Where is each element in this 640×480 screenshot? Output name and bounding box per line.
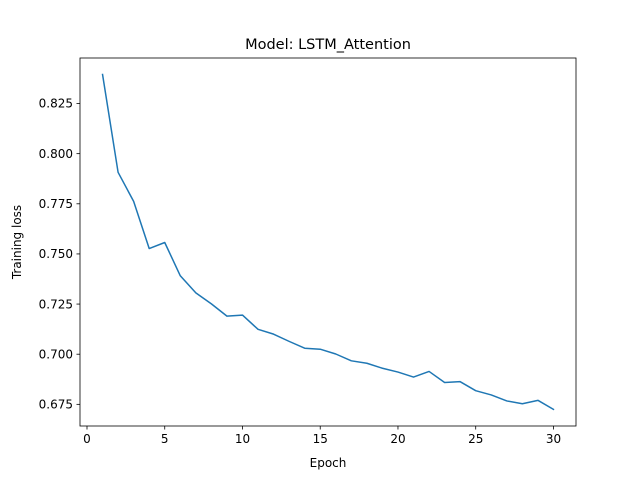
y-tick-label: 0.725 — [39, 297, 73, 311]
y-tick-label: 0.825 — [39, 97, 73, 111]
series-line — [101, 73, 555, 411]
x-axis-ticks: 0 5 10 15 20 25 30 — [83, 426, 561, 446]
x-tick-label: 30 — [546, 432, 561, 446]
x-tick-label: 25 — [468, 432, 483, 446]
y-axis-label: Training loss — [10, 205, 24, 280]
series-layer — [101, 73, 555, 411]
plot-frame — [79, 57, 577, 427]
chart-title: Model: LSTM_Attention — [245, 37, 411, 53]
plot-area — [80, 58, 576, 426]
x-tick-label: 15 — [313, 432, 328, 446]
y-tick-label: 0.800 — [39, 147, 73, 161]
x-tick-label: 5 — [161, 432, 169, 446]
y-tick-label: 0.700 — [39, 347, 73, 361]
y-tick-label: 0.750 — [39, 247, 73, 261]
x-tick-label: 0 — [83, 432, 91, 446]
x-tick-label: 20 — [390, 432, 405, 446]
y-tick-label: 0.675 — [39, 398, 73, 412]
y-axis-ticks: 0.675 0.700 0.725 0.750 0.775 0.800 0.825 — [39, 97, 80, 412]
x-tick-label: 10 — [235, 432, 250, 446]
x-axis-label: Epoch — [310, 456, 347, 470]
y-tick-label: 0.775 — [39, 197, 73, 211]
